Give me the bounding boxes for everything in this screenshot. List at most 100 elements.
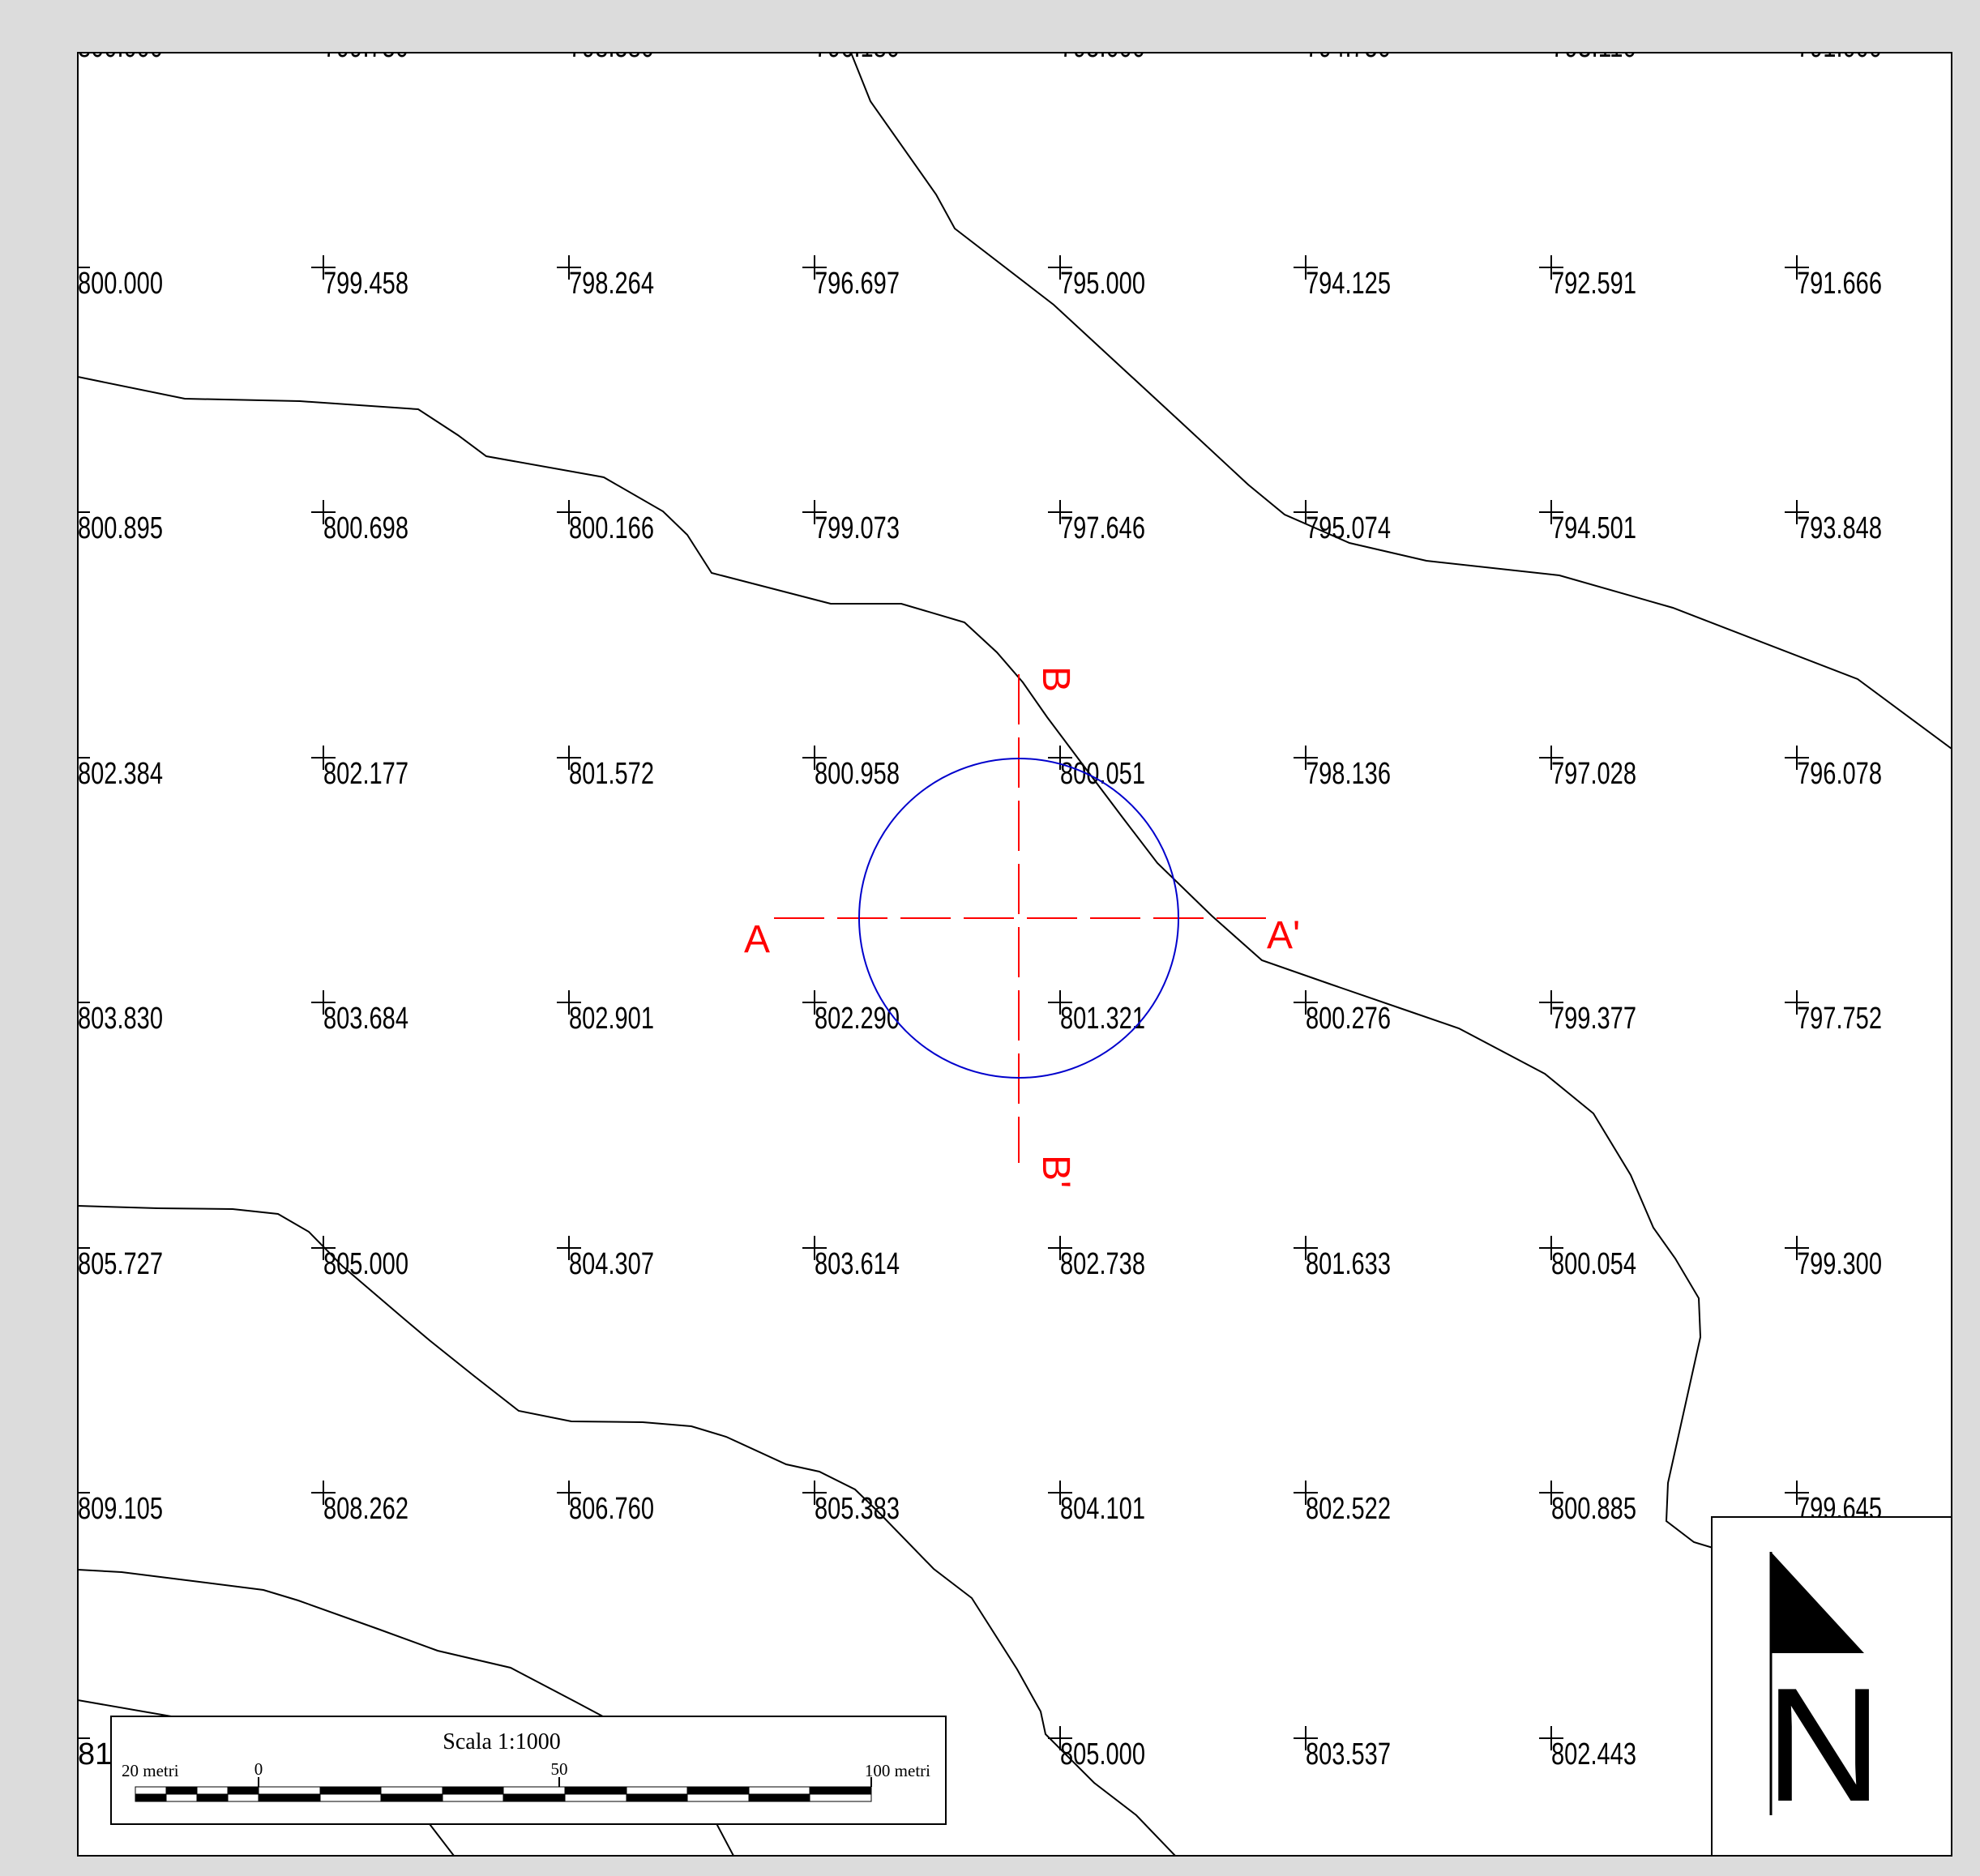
scale-segment (686, 1786, 750, 1795)
grid-point: 794.125 (1294, 255, 1391, 301)
grid-point: 808.262 (311, 1481, 408, 1526)
scale-segment (502, 1793, 566, 1802)
elevation-label: 796.697 (815, 267, 900, 301)
scale-segment (442, 1786, 504, 1795)
elevation-label: 793.848 (1797, 511, 1882, 545)
scale-label-mid: 50 (551, 1759, 568, 1779)
scale-segment (442, 1793, 504, 1802)
elevation-label: 800.698 (323, 511, 408, 545)
elevation-label: 797.028 (1551, 757, 1636, 791)
scale-segment (564, 1786, 627, 1795)
grid-point: 803.537 (1294, 1726, 1391, 1771)
scale-segment (258, 1793, 321, 1802)
elevation-grid: 800.000 799.458 798.264 796.697 795.000 794.1… (78, 255, 1882, 1771)
scale-segment (319, 1786, 382, 1795)
grid-point: 796.697 (802, 255, 900, 301)
grid-point: 802.738 (1048, 1236, 1145, 1281)
elevation-label: 799.458 (323, 267, 408, 301)
elevation-label: 795.000 (1060, 30, 1145, 64)
elevation-label: 809.105 (78, 1492, 163, 1526)
scale-segment (809, 1786, 872, 1795)
elevation-label: 791.666 (1797, 267, 1882, 301)
elevation-label: 802.443 (1551, 1737, 1636, 1771)
section-label-b-prime: B' (1034, 1155, 1077, 1188)
elevation-label: 791.000 (1797, 30, 1882, 64)
scale-bar-segments (135, 1777, 872, 1802)
grid-point: 805.000 (311, 1236, 408, 1281)
grid-point: 800.958 (802, 746, 900, 791)
scale-segment (502, 1786, 566, 1795)
scale-segment (380, 1793, 443, 1802)
north-arrow-box (1711, 1516, 1952, 1857)
elevation-label: 795.000 (1060, 267, 1145, 301)
scale-label-left: 20 metri (122, 1761, 179, 1780)
elevation-label: 798.136 (1306, 757, 1391, 791)
grid-point: 799.458 (311, 255, 408, 301)
elevation-label: 803.614 (815, 1247, 900, 1281)
elevation-label: 798.580 (569, 30, 654, 64)
elevation-label: 805.000 (323, 1247, 408, 1281)
scale-segment (748, 1793, 810, 1802)
scale-segment (196, 1786, 229, 1795)
grid-point: 800.000 (78, 255, 163, 301)
grid-point: 802.522 (1294, 1481, 1391, 1526)
grid-point: 792.591 (1539, 255, 1636, 301)
elevation-label: 797.646 (1060, 511, 1145, 545)
elevation-label: 808.262 (323, 1492, 408, 1526)
grid-point: 799.377 (1539, 990, 1636, 1036)
elevation-label: 798.264 (569, 267, 654, 301)
grid-point: 800.054 (1539, 1236, 1636, 1281)
elevation-label: 802.384 (78, 757, 163, 791)
scale-segment (165, 1793, 198, 1802)
elevation-label: 801.321 (1060, 1002, 1145, 1036)
scale-segment (626, 1793, 688, 1802)
grid-point: 797.752 (1785, 990, 1882, 1036)
elevation-label: 805.727 (78, 1247, 163, 1281)
elevation-label: 794.125 (1306, 267, 1391, 301)
scale-segment (380, 1786, 443, 1795)
north-letter: N (1765, 1655, 1882, 1835)
grid-point: 805.000 (1048, 1726, 1145, 1771)
elevation-label: 799.073 (815, 511, 900, 545)
grid-point: 806.760 (557, 1481, 654, 1526)
grid-point: 802.177 (311, 746, 408, 791)
map-frame (77, 52, 1952, 1857)
section-label-a: A (744, 918, 770, 961)
grid-point: 793.848 (1785, 500, 1882, 545)
scale-bar-box (110, 1716, 947, 1825)
scale-title: Scala 1:1000 (443, 1729, 560, 1754)
elevation-label: 800.000 (78, 267, 163, 301)
grid-point: 791.666 (1785, 255, 1882, 301)
elevation-label: 799.300 (1797, 1247, 1882, 1281)
elevation-label: 802.901 (569, 1002, 654, 1036)
elevation-label: 801.633 (1306, 1247, 1391, 1281)
elevation-label: 796.180 (815, 30, 900, 64)
grid-point: 802.901 (557, 990, 654, 1036)
elevation-label: 803.537 (1306, 1737, 1391, 1771)
scale-segment (809, 1793, 872, 1802)
grid-point: 800.166 (557, 500, 654, 545)
grid-point: 800.051 (1048, 746, 1145, 791)
grid-point: 797.646 (1048, 500, 1145, 545)
elevation-label: 806.760 (569, 1492, 654, 1526)
grid-point: 800.895 (78, 500, 163, 545)
elevation-label: 800.958 (815, 757, 900, 791)
elevation-label: 800.276 (1306, 1002, 1391, 1036)
grid-point: 795.000 (1048, 255, 1145, 301)
elevation-label: 804.307 (569, 1247, 654, 1281)
grid-point: 804.307 (557, 1236, 654, 1281)
grid-point: 794.501 (1539, 500, 1636, 545)
elevation-label: 794.501 (1551, 511, 1636, 545)
elevation-label: 800.000 (78, 30, 163, 64)
grid-point: 809.105 (78, 1481, 163, 1526)
elevation-label: 802.522 (1306, 1492, 1391, 1526)
grid-point: 795.074 (1294, 500, 1391, 545)
elevation-label: 805.000 (1060, 1737, 1145, 1771)
elevation-label: 802.738 (1060, 1247, 1145, 1281)
elevation-label: 800.885 (1551, 1492, 1636, 1526)
section-lines (774, 674, 1266, 1163)
grid-point: 802.443 (1539, 1726, 1636, 1771)
scale-segment (135, 1793, 167, 1802)
elevation-label: 799.377 (1551, 1002, 1636, 1036)
